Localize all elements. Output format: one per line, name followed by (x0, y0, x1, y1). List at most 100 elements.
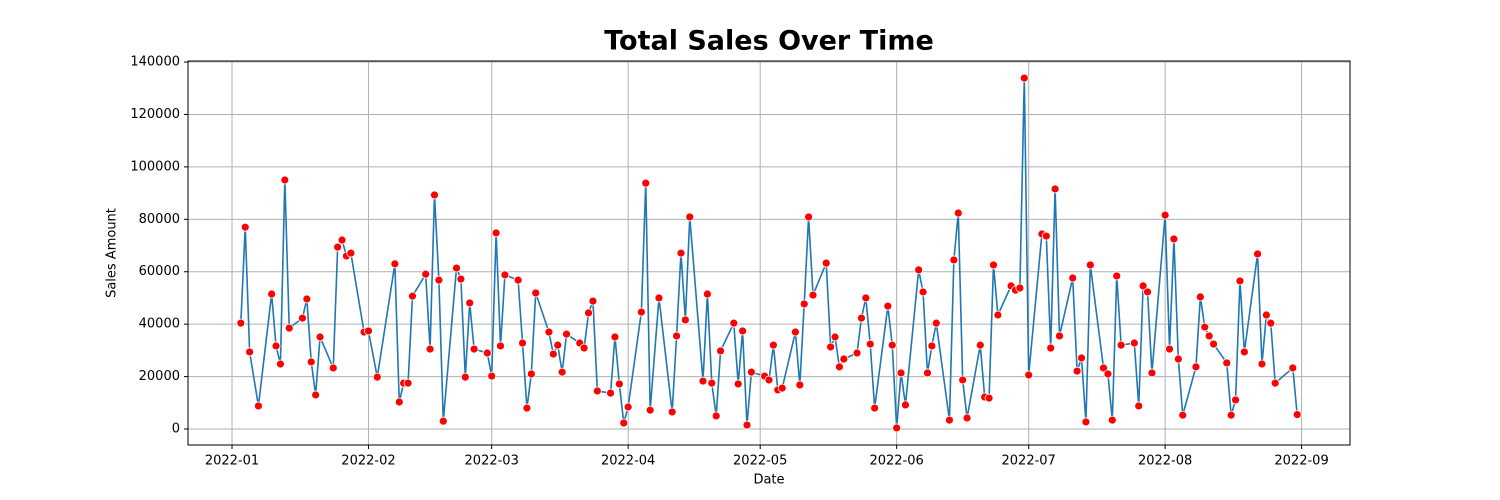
y-axis-label: Sales Amount (105, 208, 120, 298)
data-point (606, 388, 615, 398)
plot-frame (187, 60, 1351, 446)
data-point (1270, 378, 1280, 388)
data-point (1266, 318, 1276, 328)
data-point (1173, 354, 1183, 364)
data-point (434, 275, 444, 285)
data-point (496, 341, 505, 351)
data-point (425, 344, 435, 354)
data-point (826, 342, 836, 352)
data-point (456, 274, 466, 284)
data-point (839, 354, 849, 364)
data-point (1103, 369, 1113, 379)
data-point (927, 341, 937, 351)
data-point (306, 357, 316, 367)
data-point (769, 340, 778, 350)
data-point (887, 340, 897, 350)
data-point (364, 326, 373, 336)
x-tick-label: 2022-05 (733, 454, 787, 469)
data-point (795, 380, 805, 390)
data-point (989, 260, 998, 270)
y-tick-label: 20000 (139, 369, 180, 384)
data-point (1081, 417, 1091, 427)
data-point (1041, 231, 1051, 241)
data-point (1129, 338, 1139, 348)
x-tick-label: 2022-08 (1138, 454, 1192, 469)
data-point (808, 290, 818, 300)
data-point (438, 416, 448, 426)
data-point (482, 348, 492, 358)
data-point (993, 310, 1003, 320)
data-point (945, 415, 954, 425)
data-point (698, 376, 708, 386)
x-tick-label: 2022-03 (465, 454, 519, 469)
data-point (1253, 249, 1262, 259)
data-point (1134, 401, 1144, 411)
data-point (949, 255, 959, 265)
data-point (914, 265, 924, 275)
data-point (1178, 410, 1188, 420)
data-point (1072, 366, 1082, 376)
data-point (328, 363, 338, 373)
data-point (707, 378, 717, 388)
data-point (1046, 343, 1056, 353)
data-point (302, 294, 312, 304)
data-point (1261, 310, 1271, 320)
data-point (267, 289, 277, 299)
data-point (271, 341, 281, 351)
data-point (245, 347, 255, 357)
data-point (1235, 276, 1245, 286)
data-point (284, 323, 294, 333)
data-point (460, 372, 470, 382)
data-point (236, 318, 246, 328)
data-point (526, 369, 536, 379)
data-point (403, 378, 413, 388)
data-point (372, 372, 382, 382)
data-point (1204, 331, 1214, 341)
data-point (337, 235, 347, 245)
data-point (1077, 353, 1086, 363)
data-point (746, 367, 756, 377)
x-tick-label: 2022-06 (869, 454, 923, 469)
data-point (1050, 184, 1060, 194)
data-point (408, 291, 417, 301)
data-point (1231, 395, 1240, 405)
data-point (557, 367, 567, 377)
data-point (1239, 347, 1249, 357)
y-tick-label: 40000 (139, 317, 180, 332)
x-tick-label: 2022-02 (341, 454, 395, 469)
data-point (592, 386, 602, 396)
data-point (830, 332, 840, 342)
data-point (1288, 363, 1298, 373)
data-point (702, 289, 712, 299)
data-point (562, 329, 571, 339)
data-point (531, 288, 541, 298)
data-point (958, 375, 968, 385)
data-point (636, 307, 646, 317)
data-point (315, 332, 325, 342)
data-point (588, 296, 598, 306)
data-point (1138, 281, 1148, 291)
data-point (254, 401, 263, 411)
data-point (614, 379, 624, 389)
data-point (619, 418, 629, 428)
data-point (984, 393, 994, 403)
data-point (742, 420, 752, 430)
data-point (623, 402, 633, 412)
data-point (491, 228, 501, 238)
x-tick-label: 2022-01 (205, 454, 259, 469)
data-point (883, 301, 893, 311)
x-tick-label: 2022-09 (1274, 454, 1328, 469)
data-point (672, 331, 681, 341)
data-point (733, 379, 743, 389)
data-point (667, 407, 677, 417)
data-point (240, 222, 250, 232)
data-point (553, 340, 563, 350)
y-tick-label: 80000 (139, 212, 180, 227)
data-point (953, 208, 963, 218)
data-point (641, 178, 651, 188)
data-point (1015, 283, 1025, 293)
data-point (276, 359, 285, 369)
data-point (676, 248, 686, 258)
data-point (835, 362, 844, 372)
